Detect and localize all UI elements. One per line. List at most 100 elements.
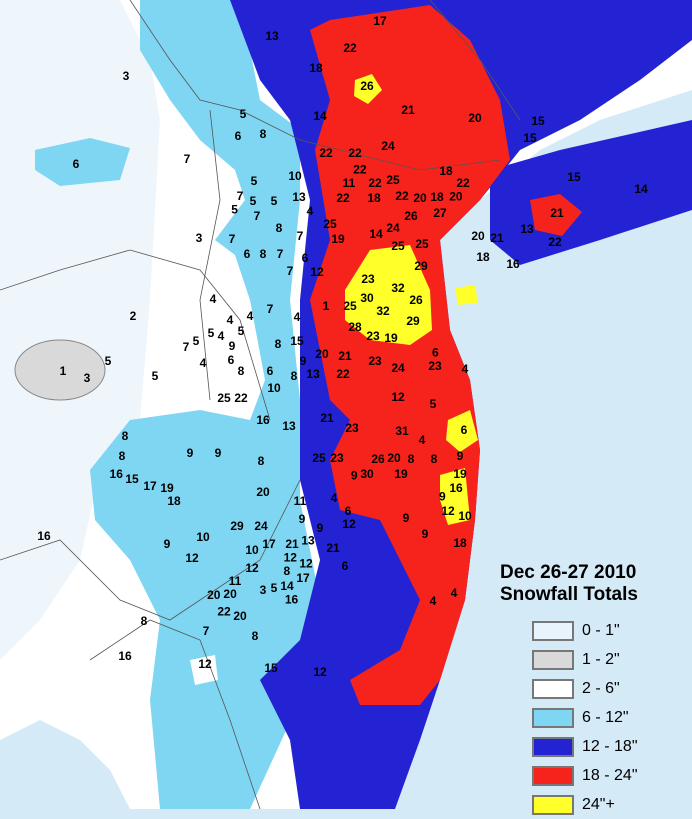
snowfall-observation: 25 <box>386 173 400 187</box>
snowfall-observation: 17 <box>262 537 276 551</box>
snowfall-observation: 25 <box>312 451 326 465</box>
snowfall-observation: 9 <box>215 446 222 460</box>
snowfall-observation: 8 <box>291 369 298 383</box>
snowfall-observation: 8 <box>275 337 282 351</box>
snowfall-observation: 9 <box>439 489 446 503</box>
snowfall-observation: 8 <box>119 449 126 463</box>
snowfall-observation: 21 <box>338 349 352 363</box>
snowfall-observation: 12 <box>391 390 405 404</box>
snowfall-observation: 23 <box>361 272 375 286</box>
snowfall-observation: 10 <box>458 509 472 523</box>
snowfall-observation: 7 <box>183 340 190 354</box>
snowfall-observation: 7 <box>237 189 244 203</box>
snowfall-observation: 8 <box>408 452 415 466</box>
snowfall-observation: 6 <box>228 353 235 367</box>
legend-label: 18 - 24" <box>582 766 638 784</box>
snowfall-observation: 16 <box>506 257 520 271</box>
legend-swatch <box>532 794 574 815</box>
snowfall-observation: 8 <box>283 564 290 578</box>
snowfall-observation: 5 <box>105 354 112 368</box>
snowfall-observation: 21 <box>326 541 340 555</box>
snowfall-observation: 12 <box>185 551 199 565</box>
snowfall-observation: 15 <box>567 170 581 184</box>
snowfall-observation: 26 <box>360 79 374 93</box>
snowfall-observation: 2 <box>130 309 137 323</box>
snowfall-observation: 20 <box>387 451 401 465</box>
snowfall-observation: 8 <box>122 429 129 443</box>
legend-label: 0 - 1" <box>582 621 620 639</box>
snowfall-observation: 6 <box>432 346 439 360</box>
snowfall-observation: 7 <box>297 229 304 243</box>
legend-label: 6 - 12" <box>582 708 629 726</box>
snowfall-observation: 1 <box>60 364 67 378</box>
snowfall-observation: 9 <box>187 446 194 460</box>
snowfall-observation: 5 <box>271 581 278 595</box>
snowfall-observation: 20 <box>471 229 485 243</box>
snowfall-observation: 4 <box>210 292 217 306</box>
snowfall-observation: 5 <box>231 203 238 217</box>
county-boundaries <box>0 0 521 809</box>
snowfall-observation: 7 <box>267 302 274 316</box>
snowfall-observation: 4 <box>307 204 314 218</box>
snowfall-observation: 21 <box>285 537 299 551</box>
snowfall-observation: 5 <box>238 324 245 338</box>
snowfall-observation: 9 <box>300 354 307 368</box>
snowfall-observation: 15 <box>264 661 278 675</box>
snowfall-observation: 6 <box>342 559 349 573</box>
snowfall-observation: 19 <box>394 467 408 481</box>
snowfall-observation: 16 <box>110 467 124 481</box>
snowfall-observation: 20 <box>468 111 482 125</box>
snowfall-observation: 13 <box>520 222 534 236</box>
legend-label: 24"+ <box>582 795 615 813</box>
snowfall-observation: 21 <box>550 206 564 220</box>
snowfall-observation: 13 <box>306 367 320 381</box>
snowfall-observation: 10 <box>288 169 302 183</box>
snowfall-observation: 12 <box>284 551 298 565</box>
snowfall-observation: 14 <box>634 182 648 196</box>
zone-24-plus-north <box>354 74 382 104</box>
snowfall-observation: 10 <box>267 381 281 395</box>
snowfall-observation: 20 <box>256 485 270 499</box>
snowfall-observation: 22 <box>548 235 562 249</box>
snowfall-observation: 4 <box>227 313 234 327</box>
snowfall-observation: 22 <box>348 146 362 160</box>
snowfall-observation: 5 <box>152 369 159 383</box>
zone-18-24 <box>310 5 510 705</box>
legend-label: 12 - 18" <box>582 737 638 755</box>
snowfall-observation: 23 <box>330 451 344 465</box>
snowfall-observation: 27 <box>433 206 447 220</box>
snowfall-observation: 9 <box>457 449 464 463</box>
snowfall-observation: 17 <box>143 479 157 493</box>
snowfall-observation: 19 <box>384 331 398 345</box>
snowfall-observation: 6 <box>235 129 242 143</box>
snowfall-observation: 21 <box>490 231 504 245</box>
snowfall-observation: 6 <box>345 504 352 518</box>
snowfall-observation: 4 <box>462 362 469 376</box>
snowfall-observation: 12 <box>198 657 212 671</box>
snowfall-observation: 25 <box>391 239 405 253</box>
snowfall-observation: 4 <box>218 329 225 343</box>
legend-item: 18 - 24" <box>532 761 690 790</box>
snowfall-observation: 3 <box>260 583 267 597</box>
snowfall-observation: 4 <box>451 586 458 600</box>
snowfall-observation: 19 <box>331 232 345 246</box>
snowfall-observation: 29 <box>414 259 428 273</box>
snowfall-observation: 15 <box>290 334 304 348</box>
snowfall-observation: 28 <box>348 320 362 334</box>
snowfall-observation: 13 <box>301 533 315 547</box>
zone-2-6-pocket <box>190 655 218 685</box>
snowfall-observation: 4 <box>430 594 437 608</box>
snowfall-observation: 7 <box>229 232 236 246</box>
snowfall-observation: 6 <box>461 423 468 437</box>
legend-label: 2 - 6" <box>582 679 620 697</box>
snowfall-observation: 23 <box>345 421 359 435</box>
snowfall-observation: 7 <box>184 152 191 166</box>
snowfall-observation: 23 <box>366 329 380 343</box>
snowfall-observation: 6 <box>244 247 251 261</box>
snowfall-observation: 16 <box>285 593 299 607</box>
snowfall-observation: 9 <box>422 527 429 541</box>
snowfall-observation: 18 <box>167 494 181 508</box>
snowfall-observation: 12 <box>310 265 324 279</box>
